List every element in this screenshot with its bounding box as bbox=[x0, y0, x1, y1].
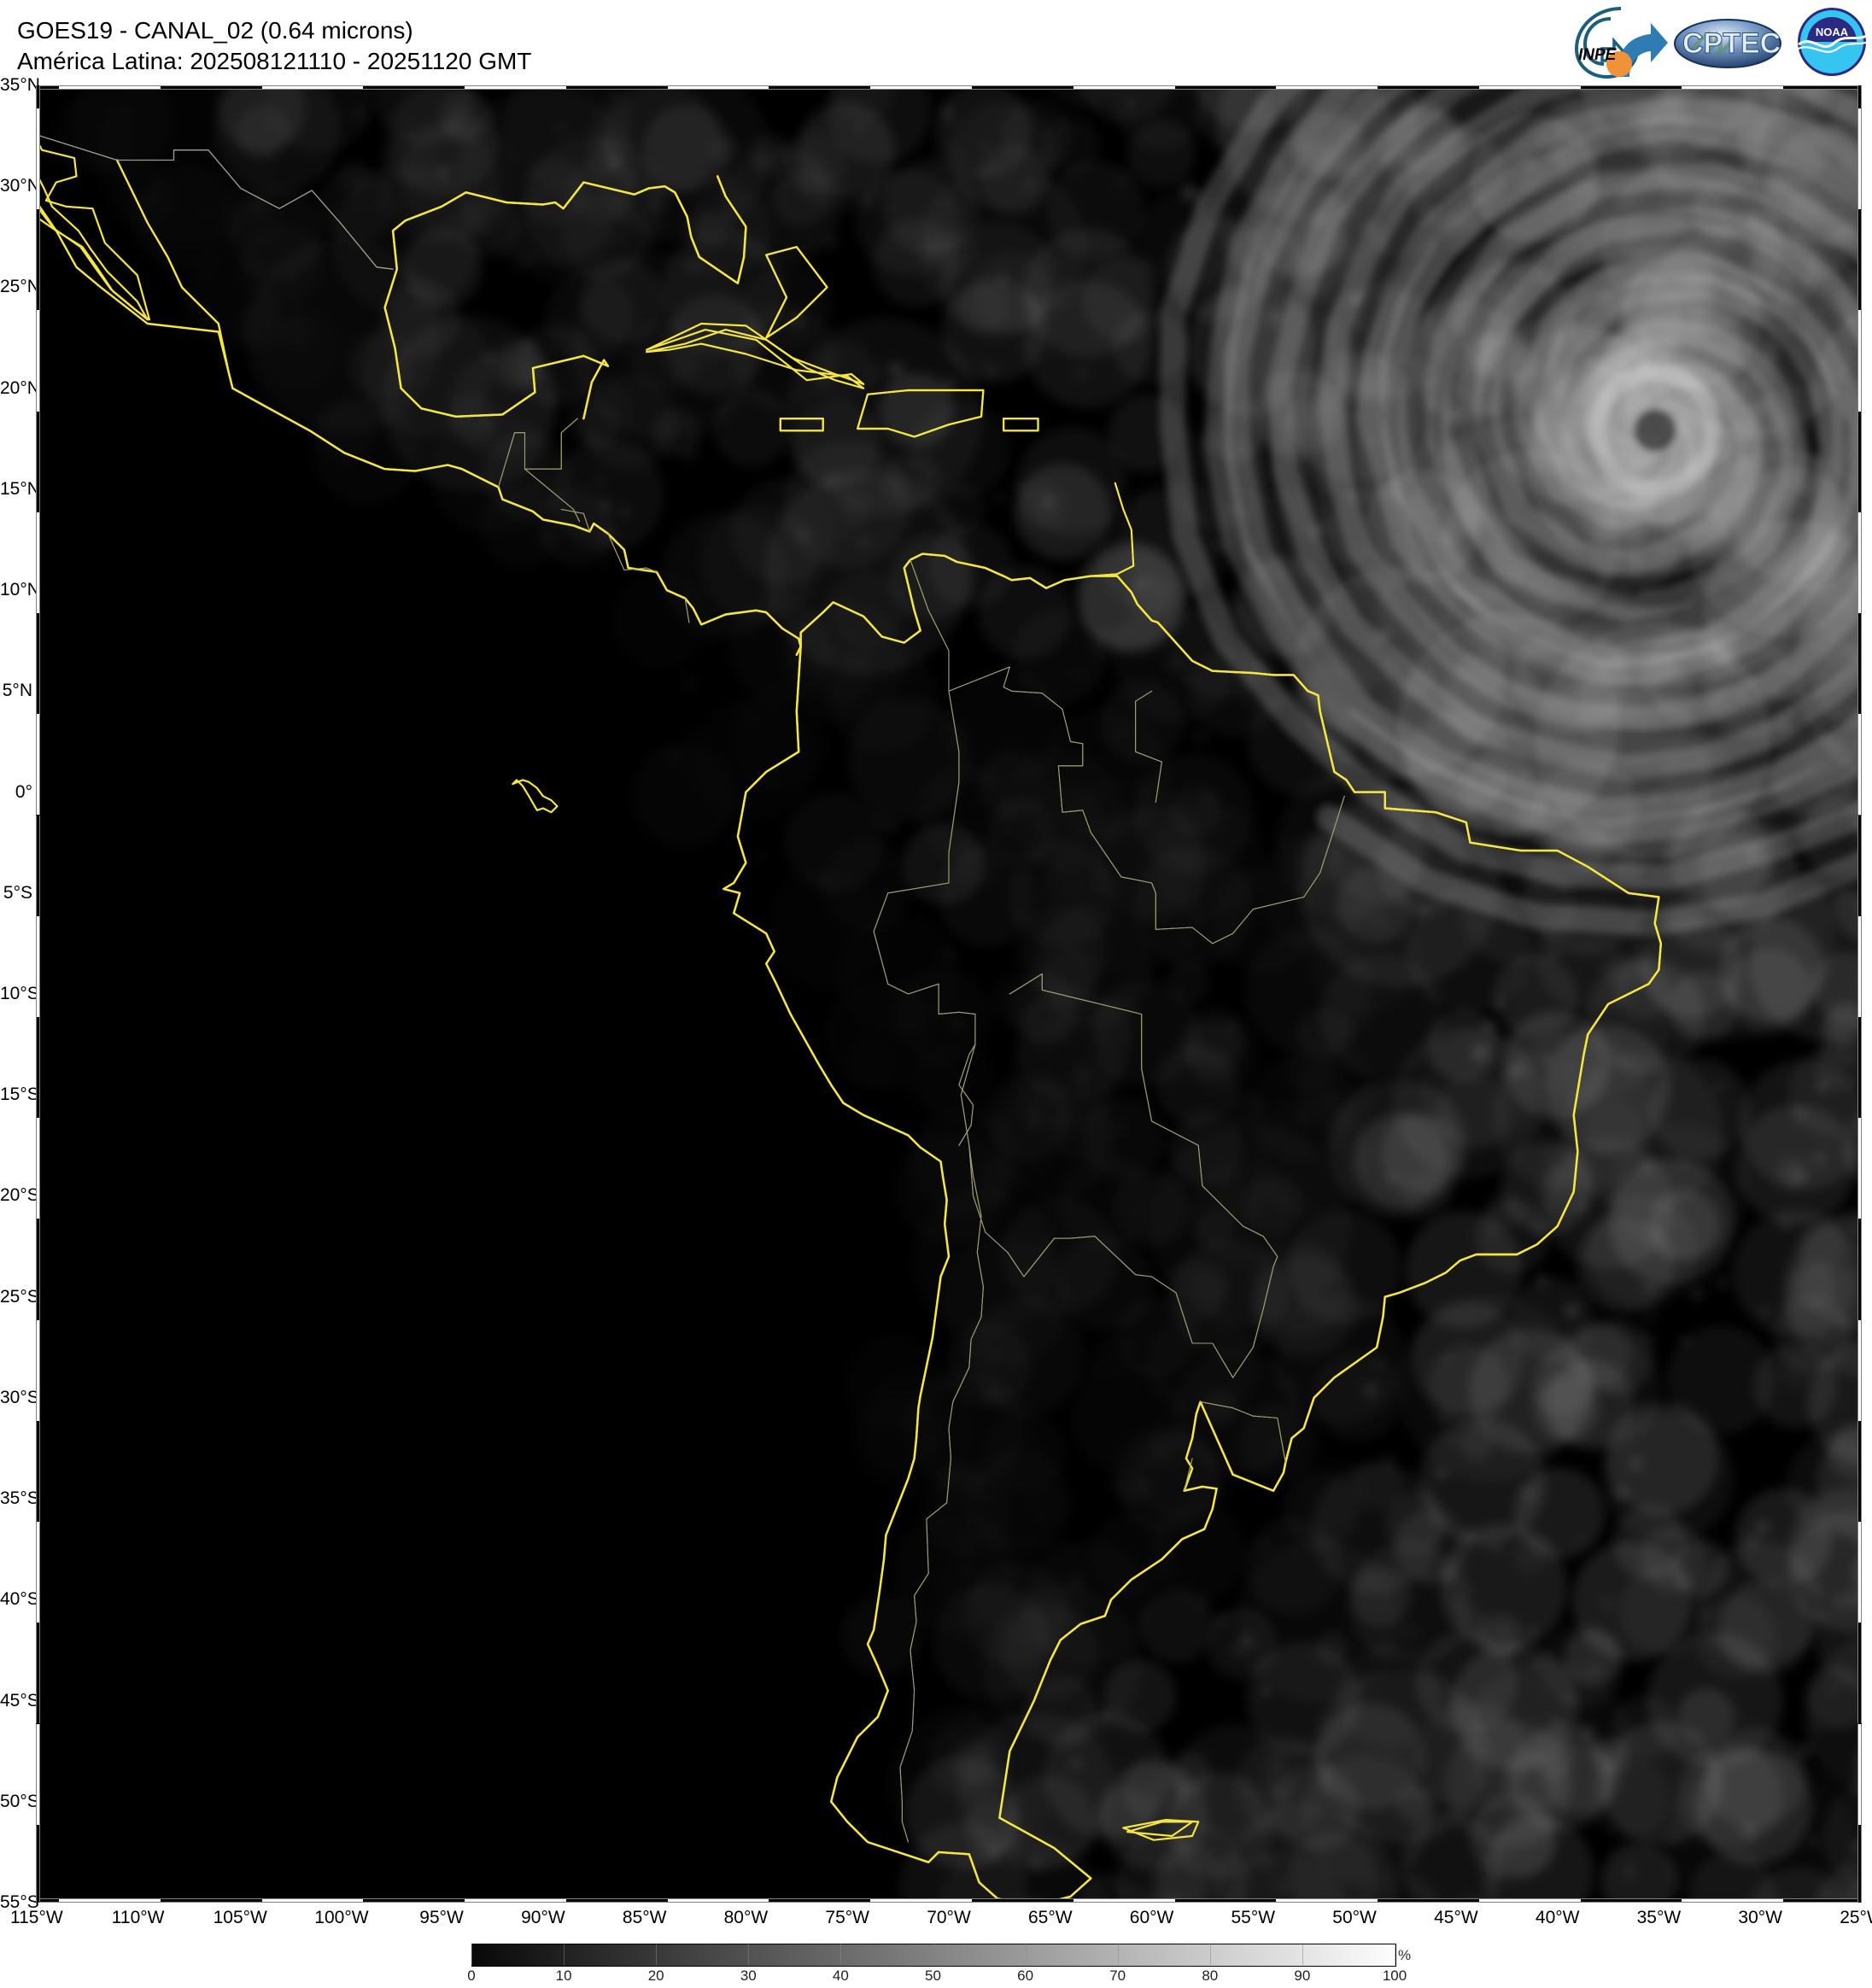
svg-text:CPTEC: CPTEC bbox=[1682, 27, 1781, 60]
svg-text:INPE: INPE bbox=[1578, 46, 1618, 64]
svg-text:NOAA: NOAA bbox=[1816, 26, 1849, 38]
